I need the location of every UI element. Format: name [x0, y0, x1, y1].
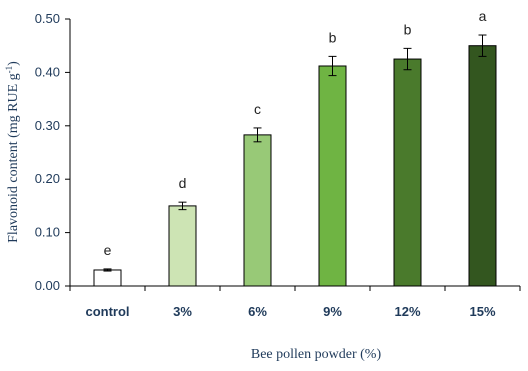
- y-tick-label: 0.10: [35, 225, 60, 240]
- x-axis-ticks: control 3% 6% 9% 12% 15%: [69, 286, 521, 319]
- bar-2: [168, 205, 197, 287]
- significance-letter: b: [329, 29, 337, 45]
- x-tick-label: 6%: [248, 304, 267, 319]
- y-tick-label: 0.50: [35, 11, 60, 26]
- y-tick-label: 0.20: [35, 171, 60, 186]
- y-tick-label: 0.40: [35, 64, 60, 79]
- bar-1: [93, 269, 122, 287]
- error-bar: [103, 268, 112, 272]
- y-axis-title: Flavonoid content (mg RUE g-1): [4, 61, 21, 243]
- x-axis-title: Bee pollen powder (%): [251, 347, 382, 362]
- x-tick-label: 3%: [173, 304, 192, 319]
- error-bar: [178, 201, 187, 211]
- significance-letter: d: [179, 175, 187, 191]
- y-axis-ticks: 0.00 0.10 0.20 0.30 0.40 0.50: [35, 11, 70, 293]
- bars: e d c b b a: [93, 8, 497, 287]
- bar-6: [468, 45, 497, 287]
- bar-4: [318, 65, 347, 287]
- error-bar: [253, 127, 262, 143]
- y-tick-label: 0.30: [35, 118, 60, 133]
- y-tick-label: 0.00: [35, 278, 60, 293]
- error-bar: [478, 34, 487, 57]
- error-bar: [328, 55, 337, 77]
- significance-letter: e: [104, 242, 112, 258]
- x-tick-label: 9%: [323, 304, 342, 319]
- x-tick-label: 15%: [469, 304, 495, 319]
- significance-letter: b: [404, 21, 412, 37]
- significance-letter: c: [254, 101, 261, 117]
- bar-3: [243, 134, 272, 287]
- error-bar: [403, 47, 412, 71]
- x-tick-label: control: [85, 304, 129, 319]
- bar-5: [393, 58, 422, 287]
- significance-letter: a: [479, 8, 487, 24]
- x-tick-label: 12%: [394, 304, 420, 319]
